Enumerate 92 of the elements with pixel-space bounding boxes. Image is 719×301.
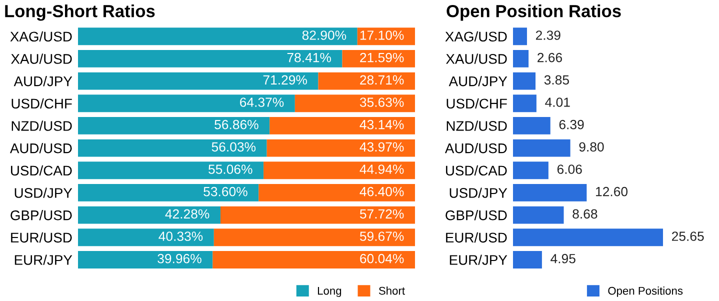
y-tick-label: USD/JPY bbox=[14, 188, 72, 198]
y-tick-label: XAU/USD bbox=[11, 54, 72, 64]
data-label: 71.29% bbox=[263, 75, 307, 85]
y-tick-label: EUR/JPY bbox=[450, 254, 508, 265]
data-label: 3.85 bbox=[544, 75, 569, 85]
data-label: 35.63% bbox=[360, 98, 404, 107]
bar bbox=[513, 228, 663, 246]
bar bbox=[78, 72, 318, 90]
chart-title: Long-Short Ratios bbox=[5, 4, 155, 21]
bar bbox=[78, 117, 270, 134]
y-tick-label: EUR/JPY bbox=[14, 254, 72, 265]
bar bbox=[264, 162, 415, 180]
y-tick-label: XAG/USD bbox=[445, 31, 507, 42]
bar bbox=[78, 228, 214, 246]
data-label: 6.06 bbox=[557, 164, 582, 174]
data-label: 60.04% bbox=[360, 254, 404, 264]
y-tick-label: USD/CAD bbox=[11, 165, 72, 176]
bar bbox=[78, 162, 264, 180]
bar bbox=[78, 28, 358, 46]
bar bbox=[220, 206, 415, 224]
bar bbox=[258, 184, 415, 202]
legend-label: Open Positions bbox=[608, 286, 683, 297]
bar bbox=[513, 251, 542, 268]
bar bbox=[78, 50, 342, 68]
y-tick-label: EUR/USD bbox=[11, 232, 72, 243]
bar bbox=[513, 94, 536, 112]
bar bbox=[78, 251, 213, 268]
y-tick-label: XAG/USD bbox=[10, 31, 72, 42]
bar bbox=[513, 184, 587, 202]
bar bbox=[342, 50, 415, 68]
y-tick-label: NZD/USD bbox=[12, 120, 72, 131]
y-tick-label: AUD/USD bbox=[10, 143, 72, 154]
bar bbox=[513, 28, 527, 46]
data-label: 56.86% bbox=[214, 120, 258, 130]
data-label: 12.60 bbox=[596, 186, 628, 196]
chart-title: Open Position Ratios bbox=[446, 4, 621, 21]
y-tick-label: EUR/USD bbox=[446, 232, 507, 243]
data-label: 21.59% bbox=[360, 52, 404, 62]
y-tick-label: GBP/USD bbox=[446, 210, 507, 220]
data-label: 43.14% bbox=[360, 120, 404, 130]
data-label: 46.40% bbox=[360, 186, 404, 196]
data-label: 53.60% bbox=[204, 186, 248, 196]
bar bbox=[513, 72, 536, 90]
data-label: 42.28% bbox=[165, 209, 210, 219]
data-label: 25.65 bbox=[672, 232, 704, 241]
bar bbox=[78, 139, 267, 157]
bar bbox=[318, 72, 415, 90]
y-tick-label: GBP/USD bbox=[10, 210, 72, 220]
bar bbox=[513, 117, 550, 134]
y-tick-label: USD/JPY bbox=[450, 188, 508, 198]
data-label: 17.10% bbox=[360, 30, 404, 40]
data-label: 44.94% bbox=[360, 164, 404, 174]
bar bbox=[78, 94, 295, 112]
data-label: 28.71% bbox=[360, 75, 404, 85]
y-tick-label: AUD/JPY bbox=[448, 76, 508, 86]
data-label: 4.95 bbox=[550, 254, 576, 264]
data-label: 39.96% bbox=[158, 254, 202, 264]
bar bbox=[513, 206, 564, 224]
data-label: 59.67% bbox=[360, 232, 404, 241]
bar bbox=[212, 251, 415, 268]
bar bbox=[294, 94, 415, 112]
bar bbox=[513, 50, 529, 68]
data-label: 55.06% bbox=[208, 164, 252, 174]
bar bbox=[513, 139, 570, 157]
data-label: 6.39 bbox=[559, 120, 584, 130]
data-label: 2.39 bbox=[536, 30, 560, 40]
data-label: 56.03% bbox=[212, 142, 256, 152]
y-tick-label: NZD/USD bbox=[446, 120, 507, 131]
bar bbox=[78, 206, 220, 224]
legend-label: Short bbox=[378, 286, 405, 295]
data-label: 64.37% bbox=[240, 98, 284, 107]
data-label: 9.80 bbox=[579, 142, 604, 152]
bar bbox=[270, 117, 415, 134]
bar bbox=[214, 228, 415, 246]
bar bbox=[78, 184, 259, 202]
data-label: 57.72% bbox=[360, 209, 404, 219]
y-tick-label: AUD/USD bbox=[444, 143, 507, 154]
data-label: 4.01 bbox=[545, 98, 570, 107]
y-tick-label: USD/CAD bbox=[446, 165, 507, 176]
data-label: 82.90% bbox=[302, 30, 346, 40]
data-label: 8.68 bbox=[572, 209, 598, 219]
legend-label: Long bbox=[318, 286, 342, 297]
data-label: 43.97% bbox=[360, 142, 404, 152]
y-tick-label: USD/CHF bbox=[446, 98, 507, 109]
data-label: 78.41% bbox=[287, 52, 331, 62]
y-tick-label: XAU/USD bbox=[446, 54, 507, 64]
data-label: 40.33% bbox=[158, 232, 203, 241]
y-tick-label: AUD/JPY bbox=[14, 76, 72, 86]
bar bbox=[513, 162, 548, 180]
bar bbox=[266, 139, 415, 157]
y-tick-label: USD/CHF bbox=[12, 98, 72, 109]
data-label: 2.66 bbox=[538, 52, 562, 62]
